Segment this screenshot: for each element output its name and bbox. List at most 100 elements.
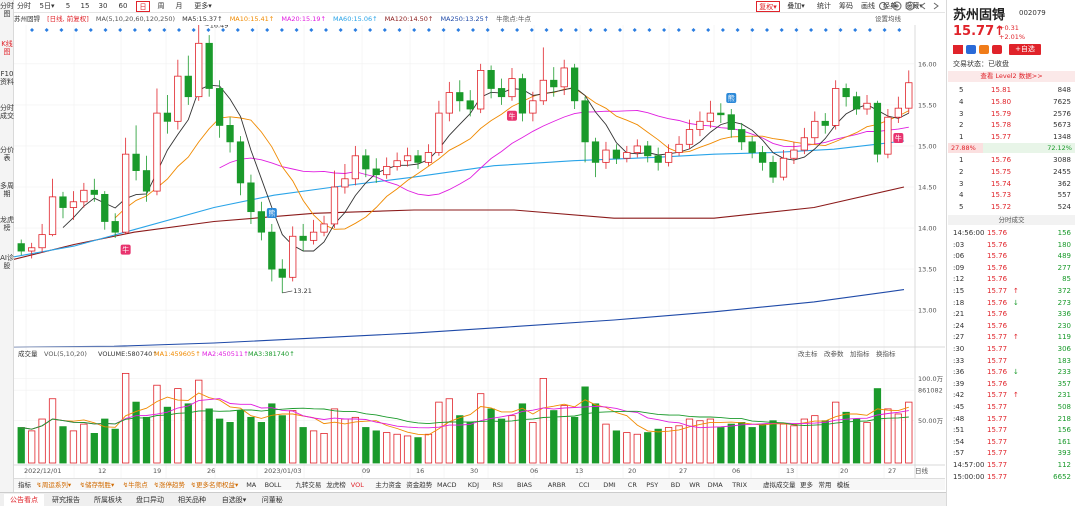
indicator-tab-26[interactable]: 虚拟成交量 — [763, 481, 796, 489]
candle-body — [727, 114, 735, 130]
period-tab-1[interactable]: 5日▾ — [39, 2, 55, 10]
period-tab-0[interactable]: 分时 — [17, 2, 31, 10]
sidebar-item-1[interactable]: K线图 — [1, 40, 13, 56]
bid-price[interactable]: 15.72 — [991, 203, 1012, 212]
info-tab-2[interactable]: 所属板块 — [94, 496, 122, 504]
info-tab-1[interactable]: 研究报告 — [52, 496, 80, 504]
indicator-tab-27[interactable]: 更多 — [800, 481, 813, 489]
indicator-tab-11[interactable]: 主力资金 — [375, 481, 402, 489]
indicator-tab-13[interactable]: MACD — [437, 481, 457, 489]
stock-name-label: 苏州固锝 — [14, 15, 40, 23]
refresh-icon[interactable] — [878, 1, 888, 11]
indicator-tab-28[interactable]: 常用 — [818, 481, 832, 489]
indicator-tab-4[interactable]: ↯涨停趋势 — [153, 481, 186, 489]
right-arrow-icon[interactable] — [931, 1, 941, 11]
indicator-tab-9[interactable]: 龙虎榜 — [326, 481, 346, 489]
indicator-tab-22[interactable]: BD — [670, 481, 681, 489]
indicator-tab-10[interactable]: VOL — [350, 481, 364, 489]
lightning-icon[interactable] — [966, 45, 976, 54]
sidebar-item-6[interactable]: 龙虎榜 — [0, 216, 14, 232]
candle — [205, 35, 213, 97]
bid-price[interactable]: 15.75 — [991, 167, 1012, 176]
period-tab-6[interactable]: 日 — [136, 1, 150, 12]
zoom-out-icon[interactable] — [905, 1, 915, 11]
ask-volume: 5673 — [1053, 121, 1071, 130]
add-watchlist-button[interactable]: +自选 — [1009, 44, 1041, 55]
signal-marker — [191, 28, 196, 32]
indicator-tab-12[interactable]: 资金趋势 — [406, 481, 433, 489]
candle — [268, 223, 276, 282]
sidebar-item-0[interactable]: 分时图 — [0, 2, 14, 18]
indicator-tab-19[interactable]: DMI — [603, 481, 616, 489]
info-tab-0[interactable]: 公告看点 — [4, 494, 44, 506]
candle — [738, 122, 746, 151]
indicator-tab-15[interactable]: RSI — [492, 481, 503, 489]
info-tab-6[interactable]: 问董秘 — [261, 496, 283, 504]
sidebar-item-3[interactable]: 分时成交 — [0, 104, 14, 120]
volume-bar — [195, 379, 203, 464]
indicator-tab-2[interactable]: ↯储存制胜▾ — [79, 481, 115, 489]
toolbar-button-5[interactable]: 经典 — [883, 2, 897, 10]
bid-price[interactable]: 15.74 — [991, 179, 1012, 188]
ask-price[interactable]: 15.81 — [991, 86, 1012, 94]
indicator-tab-18[interactable]: CCI — [578, 481, 590, 489]
fund-icon[interactable] — [979, 45, 989, 54]
signal-marker — [735, 28, 740, 32]
toolbar-button-1[interactable]: 叠加▾ — [787, 2, 805, 10]
bid-price[interactable]: 15.76 — [991, 156, 1012, 164]
volume-bar — [727, 423, 735, 464]
period-tab-2[interactable]: 5 — [65, 2, 71, 10]
period-tab-7[interactable]: 周 — [157, 2, 165, 10]
volume-legend-ma2: MA2:450511↑ — [202, 350, 249, 358]
indicator-tab-0[interactable]: 指标 — [18, 481, 31, 489]
period-tab-5[interactable]: 60 — [118, 2, 128, 10]
candle — [309, 219, 318, 245]
indicator-tab-6[interactable]: MA — [246, 481, 257, 489]
indicator-tab-24[interactable]: DMA — [707, 481, 723, 489]
toolbar-button-4[interactable]: 画线 — [861, 2, 875, 10]
left-arrow-icon[interactable] — [918, 1, 928, 11]
indicator-tab-29[interactable]: 模板 — [836, 481, 850, 489]
indicator-tab-1[interactable]: ↯周运系列▾ — [36, 481, 72, 489]
volume-bar — [738, 422, 746, 464]
ask-price[interactable]: 15.77 — [991, 133, 1012, 142]
period-tab-9[interactable]: 更多▾ — [194, 2, 212, 10]
zoom-in-icon[interactable] — [892, 1, 902, 11]
kline-chart[interactable]: 16.00 15.50 15.00 14.50 14.00 13.50 13.00 16.49… — [14, 25, 945, 478]
ma-params-label[interactable]: MA(5,10,20,60,120,250) — [95, 15, 176, 23]
indicator-tab-5[interactable]: ↯更多名师权益▾ — [190, 481, 239, 489]
toolbar-button-2[interactable]: 统计 — [817, 2, 831, 10]
info-tab-5[interactable]: 自选股▾ — [221, 496, 247, 504]
indicator-tab-20[interactable]: CR — [627, 481, 637, 489]
indicator-tab-23[interactable]: WR — [689, 481, 701, 489]
bid-price[interactable]: 15.73 — [991, 191, 1012, 200]
sidebar-item-5[interactable]: 多周期 — [0, 182, 14, 198]
ask-price[interactable]: 15.79 — [991, 109, 1012, 118]
indicator-tab-7[interactable]: BOLL — [264, 481, 282, 489]
sidebar-item-4[interactable]: 分价表 — [0, 146, 14, 162]
indicator-tab-14[interactable]: KDJ — [467, 481, 479, 489]
ma-settings-link[interactable]: 设置均线 — [875, 15, 901, 23]
period-tab-3[interactable]: 15 — [80, 2, 90, 10]
indicator-tab-25[interactable]: TRIX — [732, 481, 748, 489]
info-tab-4[interactable]: 相关品种 — [178, 496, 206, 504]
indicator-tab-17[interactable]: ARBR — [547, 481, 566, 489]
sidebar-item-2[interactable]: F10资料 — [0, 70, 14, 86]
volume-bar — [330, 408, 339, 464]
chart-mode-label[interactable]: [日线, 前复权] — [47, 15, 89, 23]
ask-price[interactable]: 15.78 — [991, 121, 1012, 130]
indicator-tab-8[interactable]: 九转交易 — [295, 481, 322, 489]
sidebar-item-7[interactable]: AI诊股 — [0, 254, 14, 270]
indicator-tab-3[interactable]: ↯牛熊点 — [122, 481, 148, 489]
level2-link[interactable]: 查看 Level2 数据>> — [948, 71, 1075, 82]
indicator-tab-21[interactable]: PSY — [646, 481, 659, 489]
tag-box — [726, 93, 737, 103]
indicator-tab-16[interactable]: BIAS — [517, 481, 532, 489]
toolbar-button-3[interactable]: 筹码 — [839, 2, 853, 10]
toolbar-button-0[interactable]: 复权▾ — [756, 1, 780, 12]
period-tab-4[interactable]: 30 — [98, 2, 108, 10]
ask-price[interactable]: 15.80 — [991, 97, 1012, 106]
news-icon[interactable] — [992, 45, 1002, 54]
period-tab-8[interactable]: 月 — [175, 2, 183, 10]
info-tab-3[interactable]: 盘口异动 — [136, 496, 164, 504]
